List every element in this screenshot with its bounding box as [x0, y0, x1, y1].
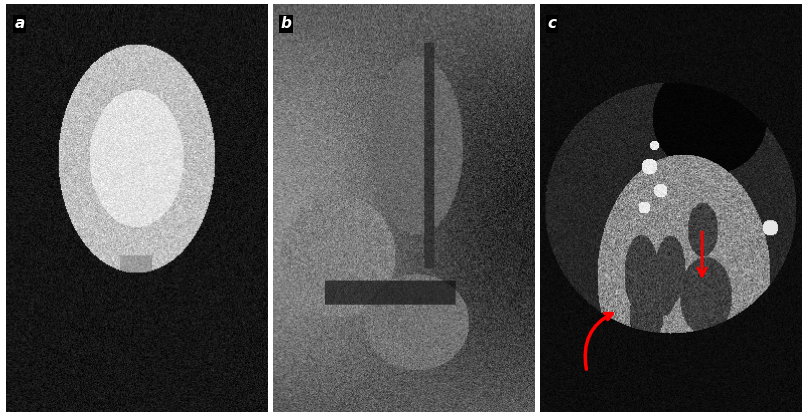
- Text: a: a: [15, 16, 24, 31]
- Text: b: b: [281, 16, 292, 31]
- Text: c: c: [548, 16, 557, 31]
